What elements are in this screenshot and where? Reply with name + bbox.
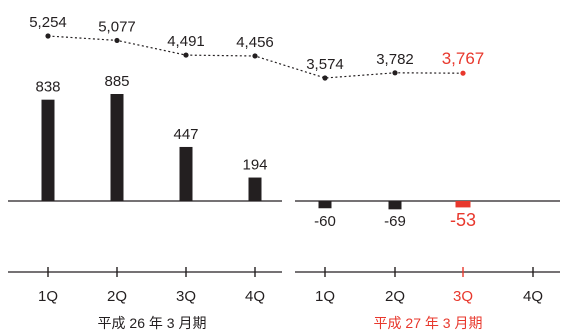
- tick-label-6: 2Q: [385, 288, 405, 305]
- bar-label-6: -69: [384, 213, 406, 230]
- bar-2: [110, 94, 124, 201]
- line-point-4: [252, 53, 258, 59]
- line-point-1: [45, 33, 51, 39]
- line-point-3: [183, 52, 189, 58]
- line-label-4: 4,456: [236, 34, 274, 51]
- bar-4: [248, 177, 262, 201]
- line-label-3: 4,491: [167, 33, 205, 50]
- line-label-7: 3,767: [442, 49, 485, 68]
- line-point-5: [322, 75, 328, 81]
- line-label-2: 5,077: [98, 18, 136, 35]
- line-point-2: [114, 37, 120, 44]
- bar-label-4: 194: [242, 157, 267, 174]
- tick-label-8: 4Q: [523, 288, 543, 305]
- line-label-1: 5,254: [29, 14, 67, 31]
- line-label-5: 3,574: [306, 56, 344, 73]
- bar-7: [455, 201, 471, 208]
- tick-label-3: 3Q: [176, 288, 196, 305]
- bar-label-5: -60: [314, 213, 336, 230]
- tick-label-1: 1Q: [38, 288, 58, 305]
- period-label-2: 平成 27 年 3 月期: [374, 315, 483, 331]
- tick-label-7: 3Q: [453, 288, 473, 305]
- period-label-1: 平成 26 年 3 月期: [98, 315, 207, 331]
- bar-1: [41, 99, 55, 201]
- tick-label-2: 2Q: [107, 288, 127, 305]
- bar-label-3: 447: [173, 126, 198, 143]
- tick-label-4: 4Q: [245, 288, 265, 305]
- tick-label-5: 1Q: [315, 288, 335, 305]
- line-point-6: [392, 70, 398, 76]
- bar-5: [318, 201, 332, 209]
- bar-label-2: 885: [104, 73, 129, 90]
- bar-3: [179, 146, 193, 201]
- line-label-6: 3,782: [376, 51, 414, 68]
- bar-6: [388, 201, 402, 210]
- bar-label-1: 838: [35, 79, 60, 96]
- line-point-7: [460, 70, 466, 76]
- bar-label-7: -53: [450, 210, 476, 230]
